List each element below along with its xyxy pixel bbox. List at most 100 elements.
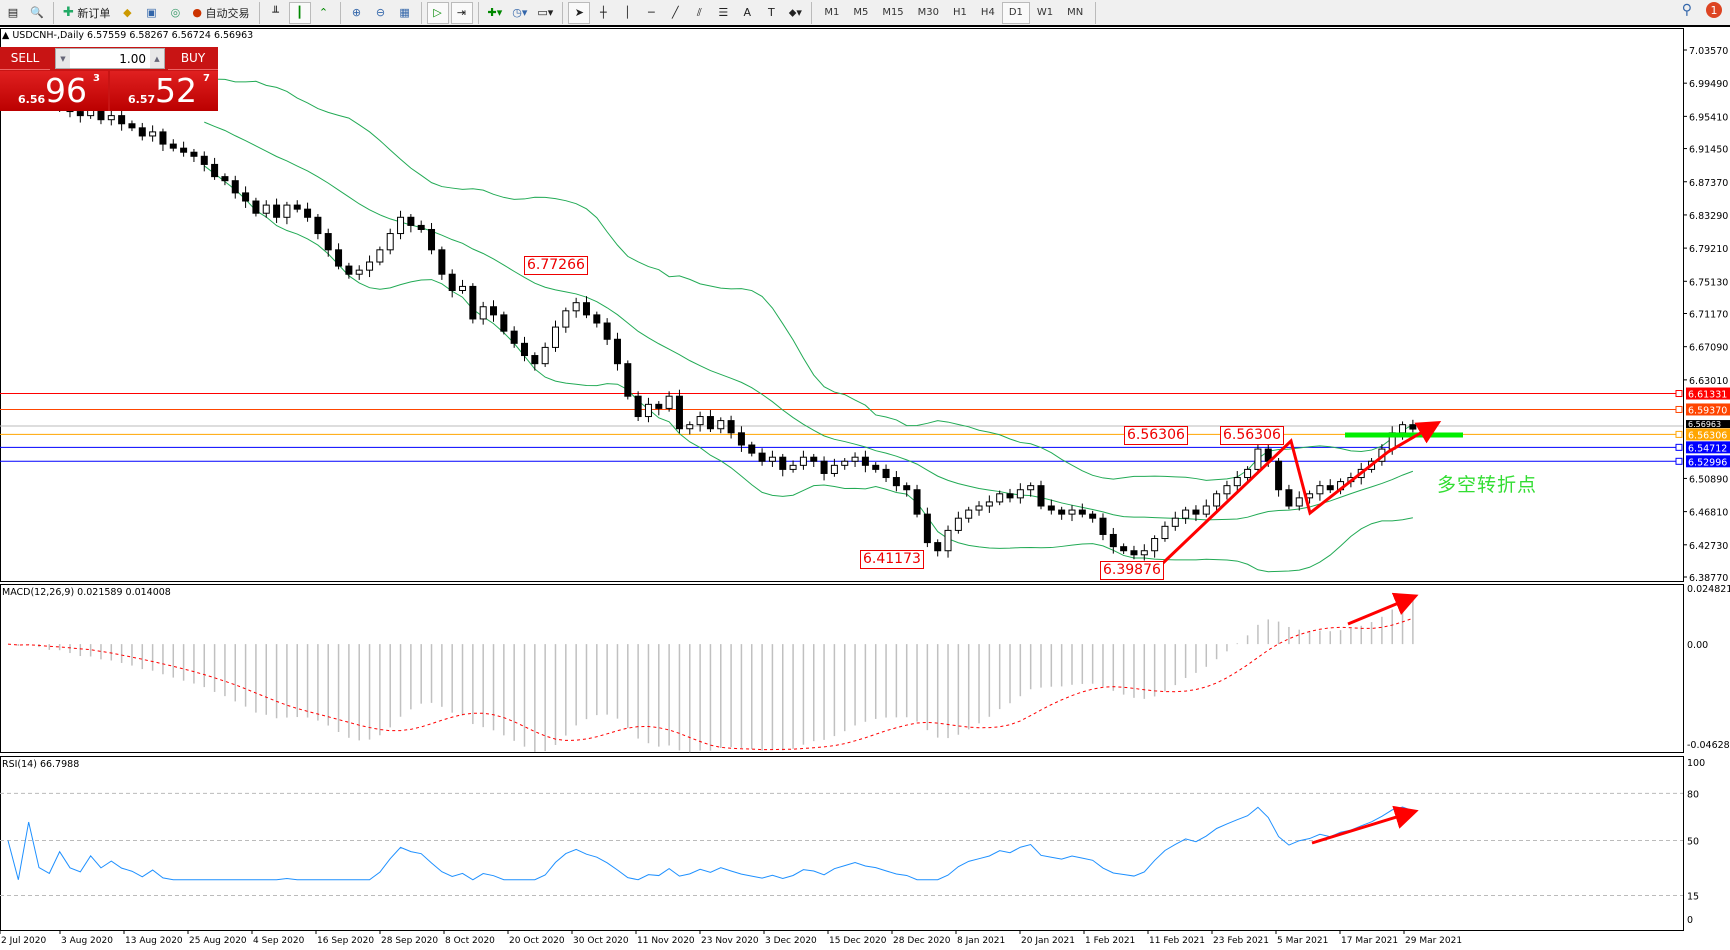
timeframe-w1[interactable]: W1: [1036, 7, 1054, 18]
collapse-triangle-icon[interactable]: ▲: [2, 30, 10, 41]
low-label-1[interactable]: 6.41173: [860, 550, 924, 569]
price-line-label-bg: [1686, 455, 1730, 468]
candle-body: [1244, 468, 1252, 479]
auto-trading-button[interactable]: ● 自动交易: [188, 2, 253, 24]
candle-body: [1068, 509, 1076, 515]
candle-body: [779, 456, 787, 470]
zoom-in-icon[interactable]: ⊕: [351, 6, 362, 19]
candle: [490, 300, 498, 322]
candle-body: [521, 342, 528, 357]
fibonacci-icon[interactable]: ☰: [718, 6, 729, 19]
candle: [572, 297, 580, 318]
lot-increase-icon[interactable]: ▲: [150, 49, 164, 68]
chart-shift-icon[interactable]: ⇥: [450, 1, 473, 24]
line-handle: [1675, 390, 1683, 398]
candle-body: [717, 420, 725, 430]
indicators-icon[interactable]: ✚▾: [487, 6, 503, 19]
candle: [613, 332, 621, 371]
signals-icon[interactable]: ◎: [170, 6, 181, 19]
zoom-chart-icon[interactable]: 🔍: [30, 6, 44, 19]
resistance-label-1[interactable]: 6.56306: [1124, 426, 1188, 445]
high-label[interactable]: 6.77266: [524, 256, 588, 275]
lot-decrease-icon[interactable]: ▼: [56, 49, 70, 68]
cursor-icon[interactable]: ➤: [568, 1, 591, 24]
candle: [1047, 499, 1055, 515]
candle-body: [428, 228, 436, 251]
candle-body: [149, 131, 157, 137]
new-chart-icon[interactable]: ▤: [7, 6, 19, 19]
candle: [169, 139, 177, 152]
search-icon[interactable]: ⚲: [1681, 2, 1692, 18]
candle: [1171, 511, 1179, 531]
terminal-icon[interactable]: ▣: [146, 6, 157, 19]
tile-windows-icon[interactable]: ▦: [399, 6, 410, 19]
timeframe-m1[interactable]: M1: [824, 7, 840, 18]
one-click-trading-panel: SELL ▼ 1.00 ▲ BUY 6.56 96 3 6.57 52 7: [0, 47, 218, 111]
timeframe-mn[interactable]: MN: [1067, 7, 1084, 18]
sell-price[interactable]: 6.56 96 3: [0, 71, 108, 111]
trendline-icon[interactable]: ╱: [672, 6, 679, 19]
candle-body: [438, 249, 446, 275]
candle: [180, 141, 188, 157]
candle-body: [582, 302, 590, 316]
candle-body: [479, 306, 487, 320]
candle: [541, 342, 549, 367]
lot-size-input[interactable]: ▼ 1.00 ▲: [55, 48, 165, 69]
bar-chart-icon[interactable]: ╨: [272, 6, 279, 19]
turning-point-note[interactable]: 多空转折点: [1437, 474, 1538, 496]
auto-scroll-icon[interactable]: ▷: [426, 1, 449, 24]
timeframe-h1[interactable]: H1: [953, 7, 967, 18]
buy-button[interactable]: BUY: [168, 47, 218, 70]
low-label-2[interactable]: 6.39876: [1100, 561, 1164, 580]
text-icon[interactable]: A: [743, 6, 752, 19]
candle-body: [985, 501, 993, 507]
candle: [118, 109, 126, 131]
candle-body: [1223, 485, 1231, 495]
line-handle: [1675, 405, 1683, 413]
new-order-icon: ✚: [63, 5, 74, 20]
buy-price[interactable]: 6.57 52 7: [110, 71, 218, 111]
vertical-line-icon[interactable]: │: [624, 6, 631, 19]
resistance-label-2[interactable]: 6.56306: [1220, 426, 1284, 445]
candle-body: [531, 355, 539, 365]
candle: [820, 456, 828, 481]
text-label-icon[interactable]: T: [767, 6, 775, 19]
notification-badge[interactable]: 1: [1706, 2, 1722, 18]
arrows-icon[interactable]: ⬥▾: [788, 5, 802, 19]
candle-body: [593, 314, 601, 324]
zoom-out-icon[interactable]: ⊖: [375, 6, 386, 19]
candle: [706, 410, 714, 432]
timeframe-d1[interactable]: D1: [1001, 1, 1030, 24]
timeframe-m5[interactable]: M5: [853, 7, 869, 18]
candle: [923, 507, 931, 548]
price-line-label: 6.61331: [1688, 390, 1727, 401]
templates-icon[interactable]: ▭▾: [537, 6, 554, 19]
candle: [675, 389, 683, 434]
crosshair-icon[interactable]: ┼: [600, 6, 607, 19]
horizontal-line-icon[interactable]: ─: [648, 6, 655, 19]
candle-body: [882, 468, 890, 479]
candle-body: [737, 432, 745, 446]
current-price-label-bg: [1686, 420, 1730, 429]
candle-body: [768, 456, 776, 462]
metaeditor-icon[interactable]: ◆: [123, 6, 132, 19]
price-axis-label: 6.87370: [1689, 178, 1728, 189]
equidistant-channel-icon[interactable]: ⫽: [696, 5, 702, 19]
periods-icon[interactable]: ◷▾: [512, 6, 528, 19]
candle-body: [1120, 546, 1128, 552]
candle-body: [613, 338, 621, 365]
line-chart-icon[interactable]: ⌃: [318, 6, 329, 19]
candle-body: [397, 216, 405, 235]
sell-button[interactable]: SELL: [0, 47, 50, 70]
candle: [1202, 499, 1210, 518]
candle-body: [1285, 489, 1293, 507]
date-axis-label: 4 Sep 2020: [253, 936, 305, 946]
candlestick-icon[interactable]: ┃: [288, 1, 311, 24]
candle: [624, 360, 632, 400]
new-order-button[interactable]: ✚ 新订单: [59, 2, 114, 24]
price-line-label: 6.59370: [1688, 405, 1727, 416]
timeframe-m15[interactable]: M15: [882, 7, 904, 18]
timeframe-h4[interactable]: H4: [980, 7, 995, 18]
timeframe-m30[interactable]: M30: [917, 7, 940, 18]
